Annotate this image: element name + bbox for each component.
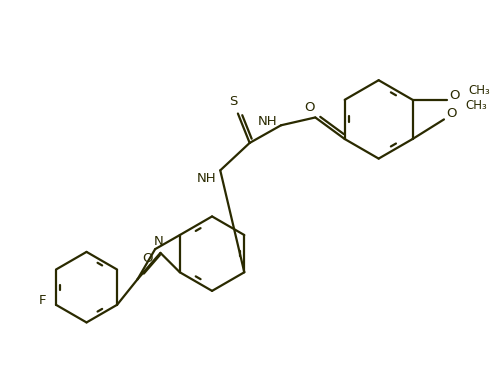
Text: O: O [447,107,457,120]
Text: O: O [304,101,315,114]
Text: S: S [229,95,237,108]
Text: NH: NH [197,172,216,185]
Text: CH₃: CH₃ [465,99,487,112]
Text: CH₃: CH₃ [468,83,490,97]
Text: NH: NH [257,115,277,128]
Text: F: F [39,294,46,308]
Text: N: N [154,235,164,248]
Text: O: O [142,252,153,265]
Text: O: O [450,89,460,102]
